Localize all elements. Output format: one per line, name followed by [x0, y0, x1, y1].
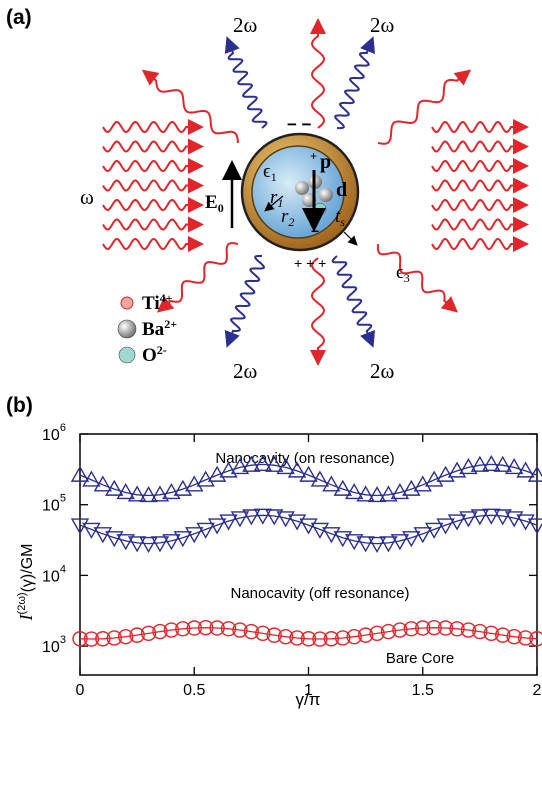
x-tick-label: 1.5 [412, 682, 434, 699]
legend-entry: Ba2+ [142, 317, 177, 340]
wave-arrow [103, 142, 200, 152]
panel-label: (a) [6, 6, 32, 29]
wave-arrow [103, 181, 200, 191]
dipole-p: p [320, 151, 331, 173]
data-point [323, 477, 339, 491]
eps-subscript: 3 [404, 271, 410, 285]
data-point [141, 487, 157, 501]
y-tick-exponent: 5 [60, 493, 66, 505]
data-point [426, 472, 442, 486]
x-tick-label: 1 [304, 682, 313, 699]
atom [314, 203, 326, 215]
t-subscript: s [340, 215, 345, 229]
y-label-sup: (2ω) [16, 592, 28, 614]
harmonic-label: 2ω [233, 359, 257, 383]
x-tick-label: 0.5 [183, 682, 205, 699]
data-point [369, 487, 385, 501]
y-tick-exponent: 4 [60, 563, 66, 575]
legend-marker [121, 297, 133, 309]
legend-symbol: Ti [142, 293, 160, 314]
fundamental-label: ω [80, 185, 94, 209]
data-point [255, 509, 271, 523]
field-subscript: 0 [218, 201, 224, 215]
dipole-d: d [336, 179, 347, 201]
data-point [415, 477, 431, 491]
data-point [83, 472, 99, 486]
y-tick-exponent: 3 [60, 634, 66, 646]
wave-arrow [432, 181, 525, 191]
data-point [95, 477, 111, 491]
y-axis-label: I(2ω)(γ)/GM [16, 544, 36, 622]
legend-charge: 2+ [164, 317, 177, 331]
wave-arrow [103, 161, 200, 171]
panel-label: (b) [6, 394, 33, 417]
wave-arrow [432, 239, 525, 249]
y-tick-label: 104 [42, 563, 66, 585]
y-label-rest: (γ)/GM [19, 544, 36, 593]
charge-plus: + [310, 149, 317, 163]
charge-minus: − [311, 223, 319, 239]
wave-arrow [432, 200, 525, 210]
data-point [312, 472, 328, 486]
wave-arrow [103, 200, 200, 210]
legend-entry: O2- [142, 343, 167, 366]
field-label: E0 [205, 192, 224, 215]
wave-arrow [432, 220, 525, 230]
charge-bottom: + + + [294, 255, 326, 271]
y-tick-base: 10 [42, 427, 60, 444]
field-symbol: E [205, 192, 218, 213]
atom [295, 181, 309, 195]
y-tick-label: 103 [42, 634, 66, 656]
wave-arrow [432, 161, 525, 171]
legend-charge: 2- [157, 343, 167, 357]
x-tick-label: 2 [533, 682, 542, 699]
wave-arrow [378, 244, 455, 310]
r-subscript: 2 [288, 215, 294, 229]
x-tick-label: 0 [76, 682, 85, 699]
harmonic-label: 2ω [370, 359, 394, 383]
legend-symbol: O [142, 345, 157, 366]
wave-arrow [378, 72, 468, 144]
y-tick-label: 106 [42, 422, 66, 444]
wave-arrow [103, 239, 200, 249]
wave-arrow [103, 220, 200, 230]
y-tick-label: 105 [42, 493, 66, 515]
wave-arrow [228, 40, 266, 128]
legend-marker [119, 347, 135, 363]
wave-arrow [333, 256, 372, 344]
y-tick-base: 10 [42, 639, 60, 656]
data-point [198, 472, 214, 486]
annotation: Nanocavity (off resonance) [231, 585, 410, 602]
data-point [529, 519, 542, 533]
thickness-arrow [344, 232, 356, 244]
charge-top: − − [287, 115, 312, 134]
wave-arrow [335, 40, 372, 128]
y-tick-base: 10 [42, 498, 60, 515]
legend-marker [118, 320, 136, 338]
y-tick-base: 10 [42, 568, 60, 585]
wave-arrow [432, 122, 525, 132]
annotation: Bare Core [386, 650, 454, 667]
legend-entry: Ti4+ [142, 291, 173, 314]
wave-arrow [312, 258, 324, 362]
atom [319, 188, 333, 202]
y-tick-exponent: 6 [60, 422, 66, 434]
eps-subscript: 1 [271, 170, 277, 184]
wave-arrow [432, 142, 525, 152]
wave-arrow [312, 22, 324, 128]
harmonic-label: 2ω [370, 13, 394, 37]
wave-arrow [228, 256, 264, 344]
wave-arrow [145, 72, 238, 143]
data-point [186, 477, 202, 491]
figure: (a) 2ω 2ω 2ω 2ω ω E0 ϵ1 ϵ3 p d r1 r2 ts … [0, 0, 542, 787]
legend-charge: 4+ [160, 291, 173, 305]
eps3-label: ϵ3 [396, 262, 410, 285]
harmonic-label: 2ω [233, 13, 257, 37]
wave-arrow [103, 122, 200, 132]
data-point [483, 509, 499, 523]
legend-symbol: Ba [142, 319, 165, 340]
series-line [80, 464, 537, 495]
